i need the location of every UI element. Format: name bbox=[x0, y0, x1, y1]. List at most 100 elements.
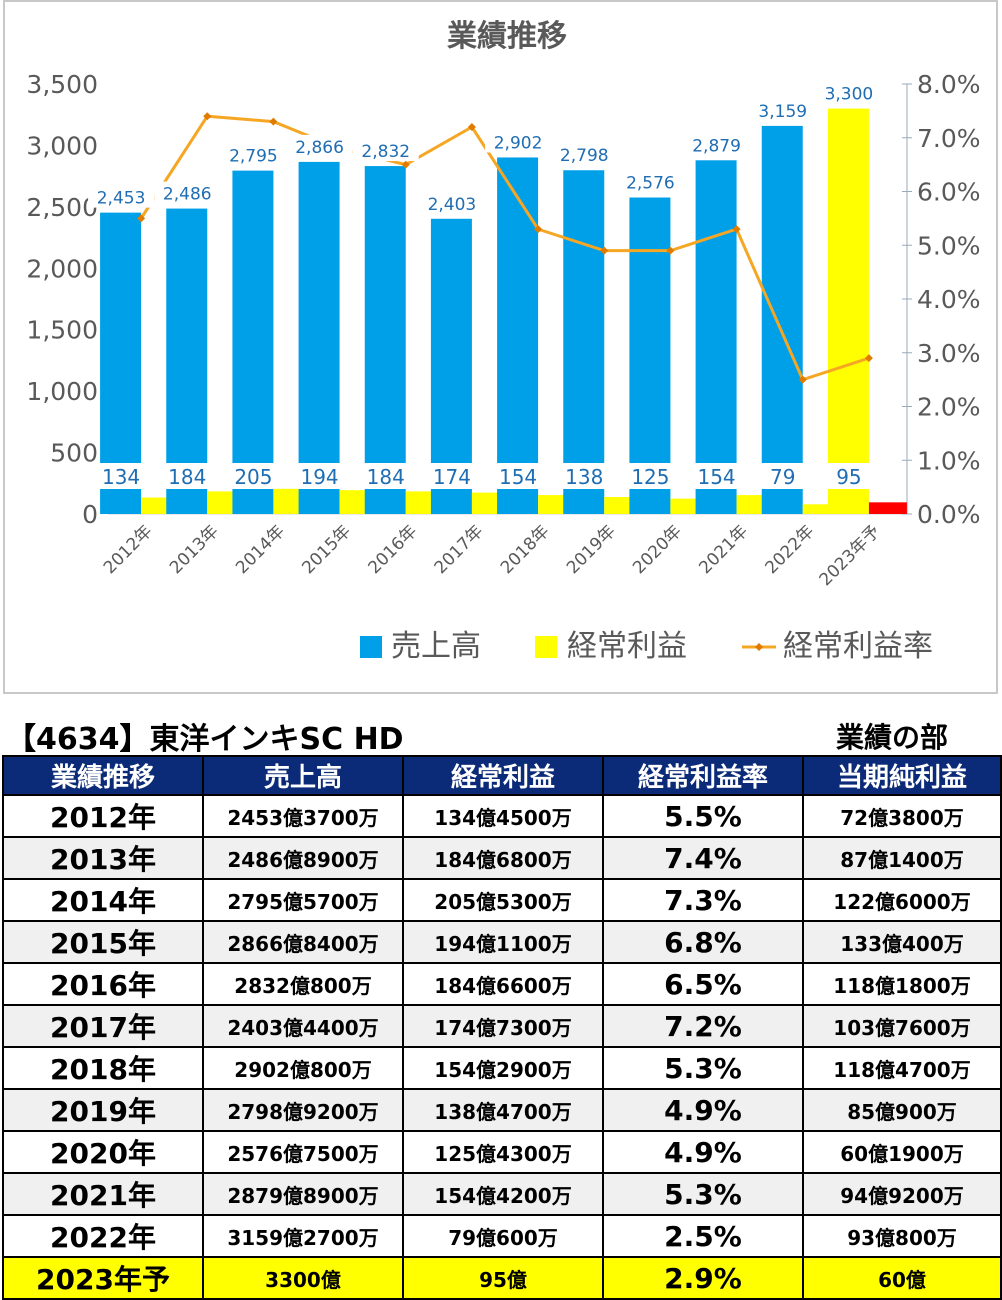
table-cell: 2022年 bbox=[2, 1214, 204, 1258]
table-cell: 4.9% bbox=[602, 1088, 804, 1132]
table-row: 2014年 2795億5700万 205億5300万 7.3% 122億6000万 bbox=[2, 878, 1002, 922]
legend-label-sales: 売上高 bbox=[391, 629, 481, 664]
table-cell: 2018年 bbox=[2, 1046, 204, 1090]
sales-label-bg bbox=[418, 191, 485, 214]
table-cell: 125億4300万 bbox=[402, 1130, 604, 1174]
rate-point bbox=[203, 112, 212, 121]
table-cell: 174億7300万 bbox=[402, 1004, 604, 1048]
table-row: 2017年 2403億4400万 174億7300万 7.2% 103億7600万 bbox=[2, 1004, 1002, 1048]
y-axis-tick-label: 500 bbox=[50, 439, 98, 468]
sales-bar bbox=[497, 157, 539, 514]
table-row: 2018年 2902億800万 154億2900万 5.3% 118億4700万 bbox=[2, 1046, 1002, 1090]
table-cell: 205億5300万 bbox=[402, 878, 604, 922]
table-cell: 2.9% bbox=[602, 1256, 804, 1300]
table-cell: 2798億9200万 bbox=[202, 1088, 404, 1132]
table-cell: 2832億800万 bbox=[202, 962, 404, 1006]
profit-label-bg bbox=[496, 463, 541, 489]
profit-data-label: 184 bbox=[367, 465, 405, 489]
profit-data-label: 95 bbox=[836, 465, 861, 489]
rate-point bbox=[137, 214, 146, 223]
table-cell: 79億600万 bbox=[402, 1214, 604, 1258]
table-cell: 2014年 bbox=[2, 878, 204, 922]
profit-data-label: 174 bbox=[433, 465, 471, 489]
legend-swatch-sales bbox=[360, 636, 382, 658]
sales-data-label: 2,832 bbox=[361, 142, 410, 162]
x-axis-category-label: 2022年 bbox=[762, 521, 819, 578]
sales-data-label: 2,902 bbox=[494, 133, 543, 153]
y-axis-tick-label: 1,000 bbox=[26, 377, 98, 406]
chart-title: 業績推移 bbox=[447, 19, 567, 54]
y-axis-tick-label: 2,500 bbox=[26, 193, 98, 222]
sales-bar bbox=[695, 160, 737, 514]
rate-point bbox=[600, 246, 609, 255]
table-cell: 3300億 bbox=[202, 1256, 404, 1300]
profit-data-label: 134 bbox=[102, 465, 140, 489]
x-axis-category-label: 2013年 bbox=[166, 521, 223, 578]
table-cell: 6.5% bbox=[602, 962, 804, 1006]
table-cell: 4.9% bbox=[602, 1130, 804, 1174]
table-cell: 118億1800万 bbox=[802, 962, 1002, 1006]
sales-bar bbox=[298, 161, 340, 515]
sales-data-label: 2,403 bbox=[428, 195, 477, 215]
table-row: 2015年 2866億8400万 194億1100万 6.8% 133億400万 bbox=[2, 920, 1002, 964]
header-cell: 当期純利益 bbox=[802, 755, 1002, 796]
table-cell: 154億2900万 bbox=[402, 1046, 604, 1090]
x-axis-category-label: 2012年 bbox=[100, 521, 157, 578]
y2-axis-tick-label: 4.0% bbox=[917, 285, 981, 314]
y2-axis-tick-label: 8.0% bbox=[917, 70, 981, 99]
profit-data-label: 125 bbox=[631, 465, 669, 489]
legend-swatch-profit bbox=[535, 636, 557, 658]
y2-axis-tick-label: 0.0% bbox=[917, 500, 981, 529]
sales-label-bg bbox=[485, 130, 552, 153]
y-axis-tick-label: 1,500 bbox=[26, 316, 98, 345]
table-cell: 2879億8900万 bbox=[202, 1172, 404, 1216]
profit-label-bg bbox=[628, 463, 673, 489]
sales-label-bg bbox=[154, 181, 221, 204]
rate-point bbox=[467, 123, 476, 131]
legend-label-profit: 経常利益 bbox=[567, 629, 687, 664]
table-cell: 94億9200万 bbox=[802, 1172, 1002, 1216]
rate-point bbox=[798, 375, 807, 384]
profit-label-bg bbox=[429, 463, 474, 489]
sales-bar bbox=[364, 166, 406, 514]
header-cell: 経常利益率 bbox=[602, 755, 804, 796]
x-axis-category-label: 2014年 bbox=[232, 521, 289, 578]
table-cell: 2795億5700万 bbox=[202, 878, 404, 922]
table-cell: 72億3800万 bbox=[802, 794, 1002, 838]
table-cell: 2020年 bbox=[2, 1130, 204, 1174]
table-cell: 2576億7500万 bbox=[202, 1130, 404, 1174]
table-cell: 2.5% bbox=[602, 1214, 804, 1258]
legend-label-rate: 経常利益率 bbox=[783, 629, 933, 664]
rate-line bbox=[139, 114, 870, 382]
table-cell: 2015年 bbox=[2, 920, 204, 964]
sales-bar bbox=[827, 108, 869, 515]
table-row: 2022年 3159億2700万 79億600万 2.5% 93億800万 bbox=[2, 1214, 1002, 1258]
header-cell: 経常利益 bbox=[402, 755, 604, 796]
x-axis-category-label: 2021年 bbox=[695, 521, 752, 578]
sales-label-bg bbox=[617, 170, 684, 193]
sales-data-label: 2,453 bbox=[97, 189, 146, 209]
profit-label-bg bbox=[165, 463, 210, 489]
sales-bar bbox=[563, 170, 605, 514]
table-cell: 87億1400万 bbox=[802, 836, 1002, 880]
performance-chart: 業績推移 0 500 1,000 1,500 2,000 2,500 3,000 3,500 0.… bbox=[26, 19, 981, 664]
table-cell: 184億6800万 bbox=[402, 836, 604, 880]
company-title: 【4634】東洋インキSC HD bbox=[6, 722, 404, 757]
sales-label-bg bbox=[551, 143, 618, 166]
table-cell: 2019年 bbox=[2, 1088, 204, 1132]
x-axis-category-label: 2019年 bbox=[563, 521, 620, 578]
table-cell: 2016年 bbox=[2, 962, 204, 1006]
table-cell: 93億800万 bbox=[802, 1214, 1002, 1258]
profit-label-bg bbox=[231, 463, 276, 489]
profit-label-bg bbox=[363, 463, 408, 489]
y2-axis-tick-label: 5.0% bbox=[917, 231, 981, 260]
table-cell: 2866億8400万 bbox=[202, 920, 404, 964]
sales-data-label: 3,300 bbox=[825, 85, 874, 105]
table-cell: 194億1100万 bbox=[402, 920, 604, 964]
profit-label-bg bbox=[99, 463, 144, 489]
profit-label-bg bbox=[760, 463, 805, 489]
sales-data-label: 3,159 bbox=[758, 102, 807, 122]
profit-data-label: 154 bbox=[499, 465, 537, 489]
x-axis-category-label: 2016年 bbox=[365, 521, 422, 578]
table-cell: 60億 bbox=[802, 1256, 1002, 1300]
